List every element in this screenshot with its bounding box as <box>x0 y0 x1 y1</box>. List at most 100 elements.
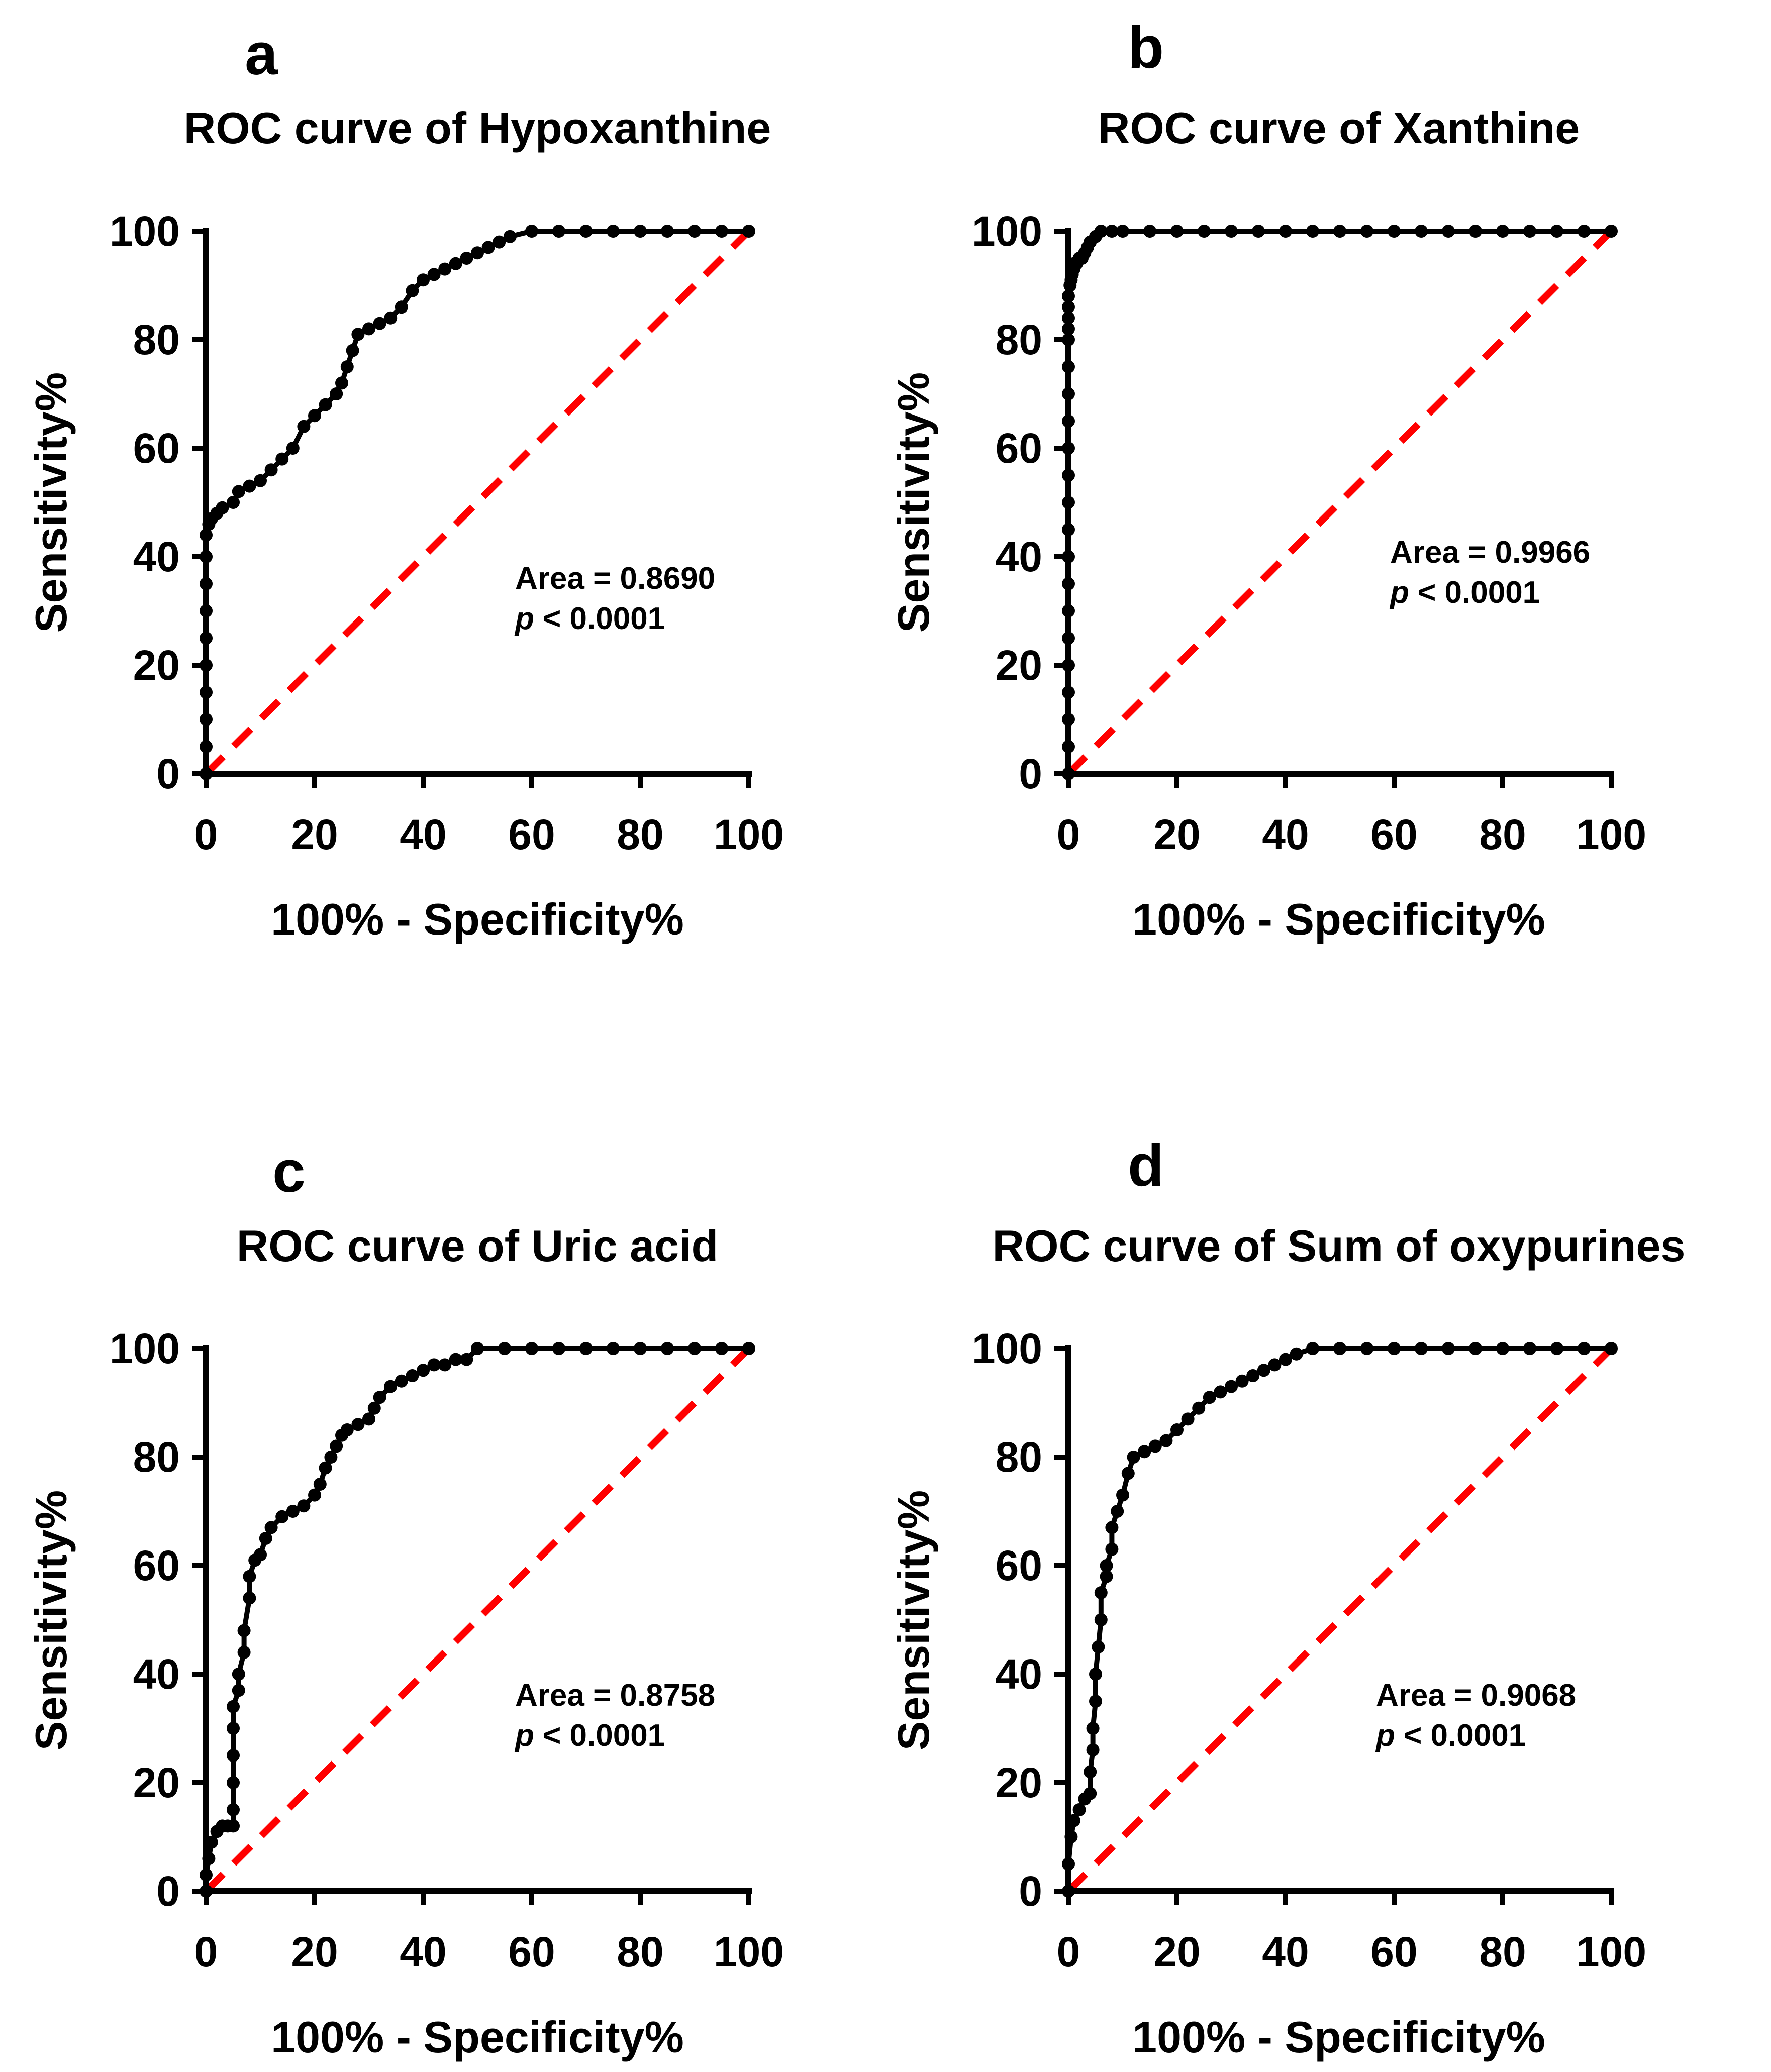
roc-point <box>1111 1505 1124 1518</box>
x-tick-label: 0 <box>1057 811 1080 858</box>
x-tick-label: 60 <box>508 811 555 858</box>
roc-point <box>1084 1787 1097 1800</box>
p-value-annotation: p < 0.0001 <box>1389 575 1540 610</box>
x-axis-label: 100% - Specificity% <box>271 894 684 944</box>
x-tick-label: 0 <box>1057 1928 1080 1976</box>
p-symbol: p <box>1389 575 1409 610</box>
y-tick-labels: 0 20 40 60 80 100 <box>972 208 1042 797</box>
y-axis-label: Sensitivity% <box>889 372 938 633</box>
panel-c: c ROC curve of Uric acid 0 20 40 60 80 1… <box>26 1138 784 2062</box>
roc-point <box>1086 1722 1100 1735</box>
x-tick-label: 60 <box>1370 811 1417 858</box>
roc-point <box>552 225 565 238</box>
roc-point <box>362 1412 375 1426</box>
y-tick-label: 100 <box>972 1325 1042 1372</box>
roc-point <box>1415 225 1428 238</box>
roc-point <box>395 1374 408 1388</box>
roc-point <box>335 376 348 390</box>
roc-point <box>286 442 300 455</box>
roc-point <box>1138 1445 1151 1459</box>
p-value-text: < 0.0001 <box>1395 1718 1526 1753</box>
area-annotation: Area = 0.9966 <box>1390 535 1590 570</box>
y-tick-label: 80 <box>133 1433 180 1481</box>
roc-point <box>286 1505 300 1518</box>
roc-curve-line <box>204 229 749 774</box>
roc-point <box>367 1401 381 1415</box>
roc-point <box>417 1364 430 1377</box>
roc-point <box>1523 225 1536 238</box>
panel-letter: c <box>272 1138 306 1205</box>
roc-point <box>1306 225 1319 238</box>
y-tick-label: 60 <box>996 1542 1042 1589</box>
p-value-annotation: p < 0.0001 <box>514 1718 665 1753</box>
y-tick-label: 0 <box>156 750 180 797</box>
roc-point <box>634 1342 647 1355</box>
roc-point <box>227 1776 240 1789</box>
roc-point <box>525 225 538 238</box>
y-tick-label: 40 <box>133 1650 180 1698</box>
roc-point <box>254 1548 267 1562</box>
roc-point <box>232 485 245 498</box>
roc-point <box>319 398 332 411</box>
roc-point <box>1203 1391 1216 1404</box>
roc-point <box>579 1342 593 1355</box>
roc-point <box>259 1532 272 1545</box>
roc-point <box>1089 1668 1102 1681</box>
roc-point <box>330 387 343 400</box>
roc-point <box>742 1342 755 1355</box>
y-tick-label: 0 <box>1019 750 1042 797</box>
roc-point <box>319 1461 332 1475</box>
roc-point <box>373 1391 386 1404</box>
roc-point <box>1192 1401 1206 1415</box>
roc-point <box>1550 1342 1563 1355</box>
roc-point <box>427 268 441 281</box>
roc-point <box>1333 225 1346 238</box>
x-tick-labels: 0 20 40 60 80 100 <box>194 811 784 858</box>
x-tick-label: 0 <box>194 1928 218 1976</box>
roc-point <box>1086 1743 1100 1757</box>
y-tick-label: 100 <box>110 1325 180 1372</box>
roc-point <box>1279 225 1292 238</box>
x-axis-label: 100% - Specificity% <box>271 2012 684 2062</box>
p-value-annotation: p < 0.0001 <box>514 601 665 636</box>
roc-point <box>1388 1342 1401 1355</box>
area-annotation: Area = 0.8690 <box>515 561 715 596</box>
roc-point <box>1225 1380 1238 1393</box>
roc-point <box>1094 1613 1108 1626</box>
x-axis-label: 100% - Specificity% <box>1132 2012 1545 2062</box>
roc-point <box>503 230 517 243</box>
y-tick-label: 60 <box>133 425 180 472</box>
x-tick-label: 60 <box>508 1928 555 1976</box>
y-tick-label: 80 <box>996 316 1042 363</box>
y-axis-label: Sensitivity% <box>26 372 76 633</box>
y-tick-label: 80 <box>133 316 180 363</box>
roc-point <box>1496 1342 1509 1355</box>
x-tick-label: 40 <box>400 1928 446 1976</box>
roc-point <box>417 273 430 287</box>
roc-point <box>1121 1467 1135 1480</box>
p-value-annotation: p < 0.0001 <box>1375 1718 1526 1753</box>
roc-point <box>715 1342 728 1355</box>
roc-curve-line <box>1066 229 1611 774</box>
roc-point <box>1605 1342 1618 1355</box>
roc-point <box>1159 1434 1173 1447</box>
roc-point <box>1605 225 1618 238</box>
roc-point <box>1257 1364 1270 1377</box>
roc-point <box>1148 1439 1162 1453</box>
x-tick-label: 80 <box>617 1928 663 1976</box>
x-axis-label: 100% - Specificity% <box>1132 894 1545 944</box>
roc-point <box>1116 1488 1129 1502</box>
x-tick-labels: 0 20 40 60 80 100 <box>194 1928 784 1976</box>
roc-point <box>384 1380 398 1393</box>
roc-point <box>237 1645 251 1659</box>
roc-point <box>351 1418 365 1431</box>
x-tick-label: 40 <box>1262 1928 1309 1976</box>
y-tick-labels: 0 20 40 60 80 100 <box>110 1325 180 1915</box>
roc-point <box>227 1749 240 1762</box>
roc-point <box>227 1819 240 1833</box>
p-value-text: < 0.0001 <box>1409 575 1540 610</box>
y-tick-label: 80 <box>996 1433 1042 1481</box>
roc-point <box>449 1353 462 1366</box>
p-value-text: < 0.0001 <box>534 1718 665 1753</box>
roc-point <box>1442 225 1455 238</box>
